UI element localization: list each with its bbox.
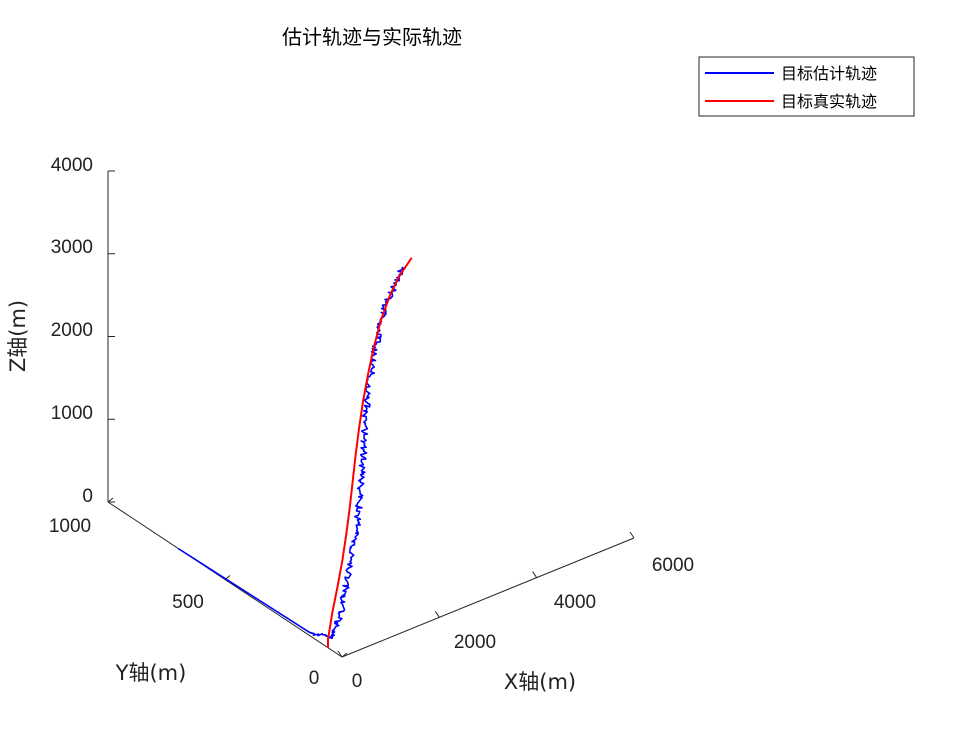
y-tick-label: 0 bbox=[309, 668, 320, 689]
z-tick-label: 1000 bbox=[51, 403, 93, 424]
z-tick-labels: 0 1000 2000 3000 4000 bbox=[51, 155, 93, 507]
x-tick-label: 2000 bbox=[454, 632, 496, 653]
y-tick-labels: 0 500 1000 bbox=[49, 516, 319, 689]
legend-label: 目标估计轨迹 bbox=[781, 64, 877, 83]
x-axis-line bbox=[341, 537, 635, 658]
estimated-trajectory-line bbox=[177, 266, 406, 640]
x-tick-label: 6000 bbox=[652, 555, 694, 576]
y-tick-label: 1000 bbox=[49, 516, 91, 537]
z-tick-label: 3000 bbox=[51, 237, 93, 258]
axis-tick bbox=[434, 611, 440, 618]
axis-tick bbox=[337, 650, 343, 658]
axis-tick bbox=[341, 652, 348, 658]
x-tick-label: 4000 bbox=[554, 592, 596, 613]
z-tick-label: 0 bbox=[82, 486, 93, 507]
x-tick-label: 0 bbox=[352, 671, 363, 692]
y-tick-label: 500 bbox=[172, 592, 204, 613]
axis-tick bbox=[107, 497, 114, 503]
x-tick-labels: 0 2000 4000 6000 bbox=[352, 555, 694, 692]
chart-axes bbox=[107, 170, 635, 658]
chart-title: 估计轨迹与实际轨迹 bbox=[282, 25, 462, 49]
axis-ticks bbox=[107, 170, 635, 658]
legend: 目标估计轨迹 目标真实轨迹 bbox=[698, 56, 915, 117]
legend-box bbox=[698, 56, 915, 117]
series-layer bbox=[177, 257, 413, 648]
true-trajectory-line bbox=[327, 257, 413, 648]
axis-tick bbox=[532, 571, 538, 578]
z-tick-label: 2000 bbox=[51, 320, 93, 341]
axis-tick bbox=[629, 531, 635, 539]
x-axis-label: X轴(m) bbox=[504, 670, 576, 694]
z-axis-label: Z轴(m) bbox=[6, 300, 30, 372]
y-axis-label: Y轴(m) bbox=[115, 661, 187, 685]
legend-label: 目标真实轨迹 bbox=[781, 92, 877, 111]
z-tick-label: 4000 bbox=[51, 155, 93, 176]
